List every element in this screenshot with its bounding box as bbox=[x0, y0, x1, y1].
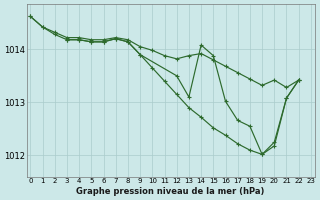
X-axis label: Graphe pression niveau de la mer (hPa): Graphe pression niveau de la mer (hPa) bbox=[76, 187, 265, 196]
